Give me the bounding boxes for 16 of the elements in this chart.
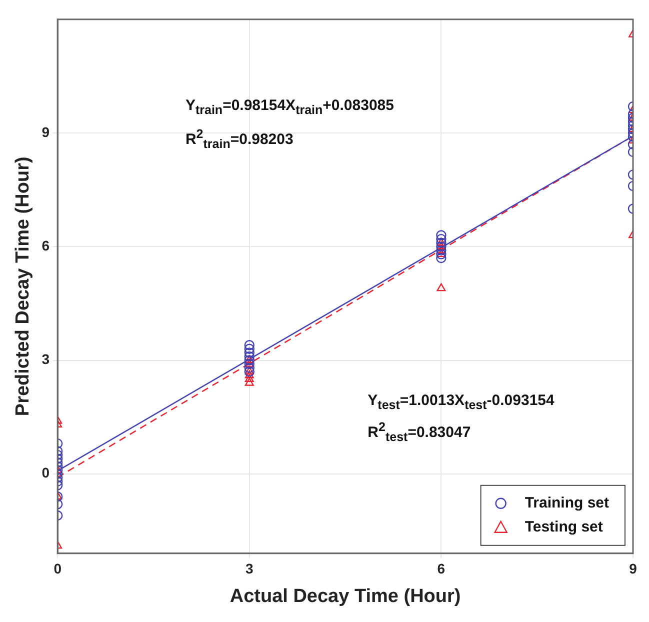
annotation: R$^{2}$$_{train}$=0.98203	[185, 126, 294, 151]
x-tick-label: 6	[437, 560, 446, 577]
y-tick-label: 0	[42, 464, 50, 481]
x-tick-label: 0	[54, 560, 62, 577]
x-tick-label: 3	[245, 560, 254, 577]
x-tick-label: 9	[629, 560, 638, 577]
y-tick-label: 9	[42, 124, 50, 140]
y-tick-label: 3	[42, 351, 50, 368]
annotation: R$^{2}$$_{test}$=0.83047	[368, 420, 471, 444]
legend-label: Training set	[524, 494, 610, 512]
x-axis-title: Actual Decay Time (Hour)	[230, 586, 461, 607]
y-axis-title: Predicted Decay Time (Hour)	[12, 156, 34, 416]
annotation: Y$_{train}$=0.98154X$_{train}$+0.083085	[185, 96, 394, 116]
legend-label: Testing set	[524, 518, 603, 536]
y-tick-label: 6	[42, 237, 50, 254]
annotation: Y$_{test}$=1.0013X$_{test}$-0.093154	[368, 392, 554, 412]
